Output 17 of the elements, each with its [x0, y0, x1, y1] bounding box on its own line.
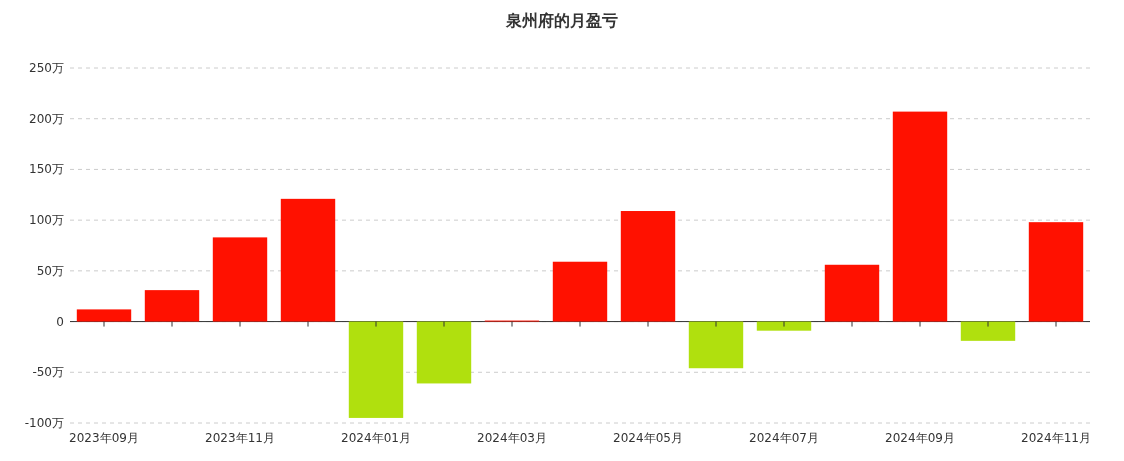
- ytick: 0: [56, 314, 64, 329]
- ytick: 100万: [29, 213, 64, 228]
- xtick: 2024年09月: [885, 431, 955, 445]
- ytick: 150万: [29, 162, 64, 177]
- title: 泉州府的月盈亏: [506, 11, 618, 30]
- ytick: -50万: [32, 365, 64, 380]
- ytick: 250万: [29, 61, 64, 75]
- ytick: -100万: [24, 416, 64, 430]
- xtick: 2024年03月: [477, 431, 547, 445]
- ytick: 200万: [29, 111, 64, 126]
- xtick: 2023年09月: [69, 431, 139, 445]
- ytick: 50万: [36, 263, 64, 278]
- xtick: 2024年11月: [1021, 431, 1091, 445]
- xtick: 2023年11月: [205, 431, 275, 445]
- xtick: 2024年05月: [613, 431, 683, 445]
- xtick: 2024年07月: [749, 431, 819, 445]
- xtick: 2024年01月: [341, 431, 411, 445]
